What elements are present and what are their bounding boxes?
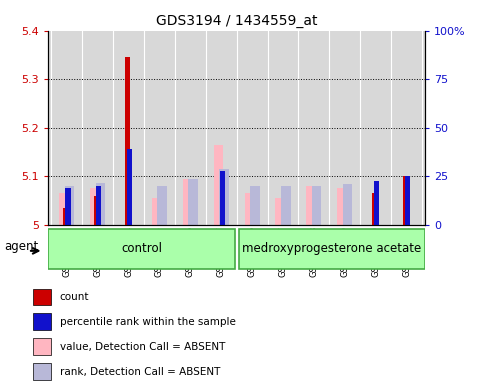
Text: medroxyprogesterone acetate: medroxyprogesterone acetate (242, 242, 422, 255)
Bar (63, 208, 68, 225)
Bar (96, 186, 101, 225)
Bar (342, 184, 352, 225)
Bar (374, 181, 379, 225)
FancyBboxPatch shape (48, 229, 235, 268)
Text: percentile rank within the sample: percentile rank within the sample (60, 317, 236, 327)
Bar (372, 193, 377, 225)
Bar (33, 338, 51, 355)
Text: agent: agent (4, 240, 38, 253)
Text: rank, Detection Call = ABSENT: rank, Detection Call = ABSENT (60, 367, 220, 377)
Text: count: count (60, 292, 89, 302)
Bar (220, 171, 225, 225)
Bar (157, 186, 167, 225)
Text: value, Detection Call = ABSENT: value, Detection Call = ABSENT (60, 342, 225, 352)
Bar (33, 313, 51, 330)
Text: control: control (121, 242, 162, 255)
Bar (244, 193, 254, 225)
Bar (275, 198, 285, 225)
Bar (250, 186, 260, 225)
Bar (94, 195, 99, 225)
Bar (183, 179, 193, 225)
Bar (90, 188, 100, 225)
Bar (213, 145, 224, 225)
Bar (306, 186, 316, 225)
Bar (188, 179, 198, 225)
Bar (281, 186, 291, 225)
Bar (312, 186, 322, 225)
Bar (65, 188, 71, 225)
Bar (125, 57, 130, 225)
Bar (405, 176, 410, 225)
Bar (33, 363, 51, 380)
Bar (65, 186, 74, 225)
Bar (219, 169, 229, 225)
Bar (33, 289, 51, 305)
Bar (152, 198, 162, 225)
Bar (59, 193, 69, 225)
FancyBboxPatch shape (239, 229, 425, 268)
Bar (127, 149, 132, 225)
Title: GDS3194 / 1434559_at: GDS3194 / 1434559_at (156, 14, 317, 28)
Bar (96, 184, 105, 225)
Bar (337, 188, 347, 225)
Bar (403, 176, 408, 225)
